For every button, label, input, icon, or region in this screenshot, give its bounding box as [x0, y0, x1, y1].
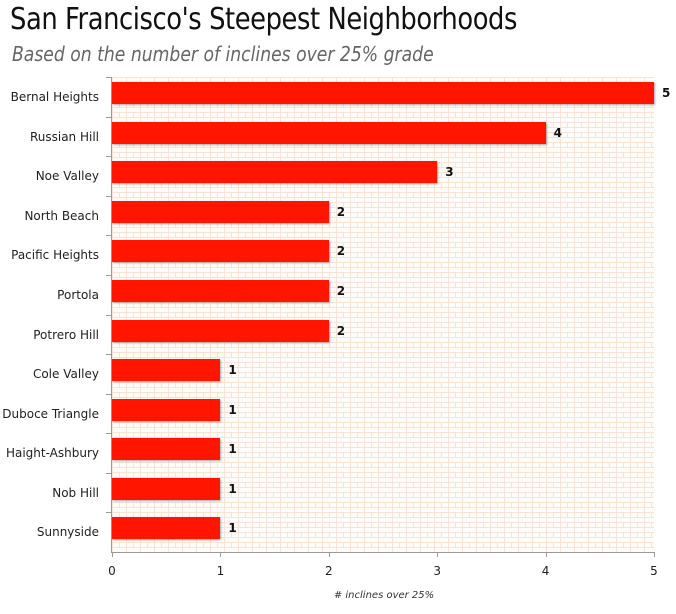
- plot-area: [112, 77, 654, 552]
- bar-row: Nob Hill 1: [0, 473, 676, 513]
- bar-row: Cole Valley 1: [0, 354, 676, 394]
- category-label: Nob Hill: [52, 485, 99, 500]
- bar: [112, 319, 329, 342]
- x-tick: [437, 552, 439, 557]
- category-label: Portola: [57, 287, 99, 302]
- category-label: Potrero Hill: [33, 327, 99, 342]
- value-label: 4: [553, 125, 562, 140]
- y-tick: [106, 156, 111, 158]
- value-label: 2: [336, 204, 346, 219]
- x-tick-label: 4: [541, 564, 550, 578]
- y-tick: [106, 512, 111, 514]
- x-tick-label: 2: [324, 564, 333, 578]
- y-tick: [106, 393, 111, 395]
- y-tick: [106, 472, 111, 474]
- bar-row: Pacific Heights 2: [0, 235, 676, 275]
- category-label: Sunnyside: [36, 525, 99, 540]
- bar: [112, 121, 546, 144]
- bar: [112, 161, 438, 184]
- value-label: 1: [228, 363, 237, 378]
- bar: [112, 398, 221, 421]
- value-label: 1: [228, 442, 237, 457]
- x-tick-label: 0: [108, 564, 116, 578]
- bar-row: Duboce Triangle 1: [0, 394, 676, 434]
- category-label: Duboce Triangle: [2, 406, 99, 421]
- x-tick: [328, 552, 330, 557]
- bar-row: Haight-Ashbury 1: [0, 433, 676, 473]
- value-label: 2: [336, 283, 346, 298]
- value-label: 1: [228, 402, 237, 417]
- value-label: 2: [336, 244, 346, 259]
- x-tick: [220, 552, 222, 557]
- y-tick: [106, 77, 111, 78]
- bar: [112, 200, 329, 223]
- y-tick: [106, 235, 111, 237]
- x-axis: [111, 552, 655, 553]
- bar: [112, 279, 329, 302]
- x-tick: [112, 552, 113, 557]
- bar-row: Bernal Heights 5: [0, 77, 676, 117]
- bar: [112, 240, 329, 263]
- category-label: Noe Valley: [35, 169, 99, 184]
- category-label: Bernal Heights: [10, 90, 99, 104]
- bar: [112, 82, 654, 104]
- y-tick: [106, 433, 111, 435]
- y-tick: [106, 116, 111, 118]
- y-tick: [106, 274, 111, 276]
- value-label: 1: [228, 481, 237, 496]
- x-tick-label: 3: [433, 564, 441, 578]
- value-label: 5: [662, 86, 671, 100]
- chart-title: San Francisco's Steepest Neighborhoods: [10, 2, 518, 37]
- bar-row: Noe Valley 3: [0, 156, 676, 196]
- y-tick: [106, 314, 111, 316]
- category-label: Pacific Heights: [11, 248, 99, 263]
- x-axis-title: # inclines over 25%: [333, 590, 435, 601]
- bar: [112, 438, 221, 461]
- bar-row: North Beach 2: [0, 196, 676, 236]
- x-tick-label: 5: [650, 564, 658, 578]
- bar-row: Potrero Hill 2: [0, 315, 676, 355]
- bar-row: Portola 2: [0, 275, 676, 315]
- x-tick: [654, 552, 655, 557]
- y-tick: [106, 354, 111, 356]
- x-tick-label: 1: [216, 564, 225, 578]
- bar: [112, 517, 221, 540]
- bar-row: Russian Hill 4: [0, 117, 676, 157]
- category-label: Russian Hill: [29, 129, 99, 144]
- category-label: Cole Valley: [32, 367, 99, 382]
- category-label: North Beach: [24, 208, 99, 223]
- bar: [112, 359, 221, 382]
- bar: [112, 477, 221, 500]
- bar-row: Sunnyside 1: [0, 512, 676, 552]
- x-tick: [545, 552, 547, 557]
- value-label: 1: [228, 521, 237, 536]
- chart-subtitle: Based on the number of inclines over 25%…: [12, 42, 434, 66]
- y-axis: [111, 77, 112, 553]
- value-label: 2: [336, 323, 346, 338]
- y-tick: [106, 195, 111, 197]
- value-label: 3: [445, 165, 454, 180]
- category-label: Haight-Ashbury: [5, 446, 99, 461]
